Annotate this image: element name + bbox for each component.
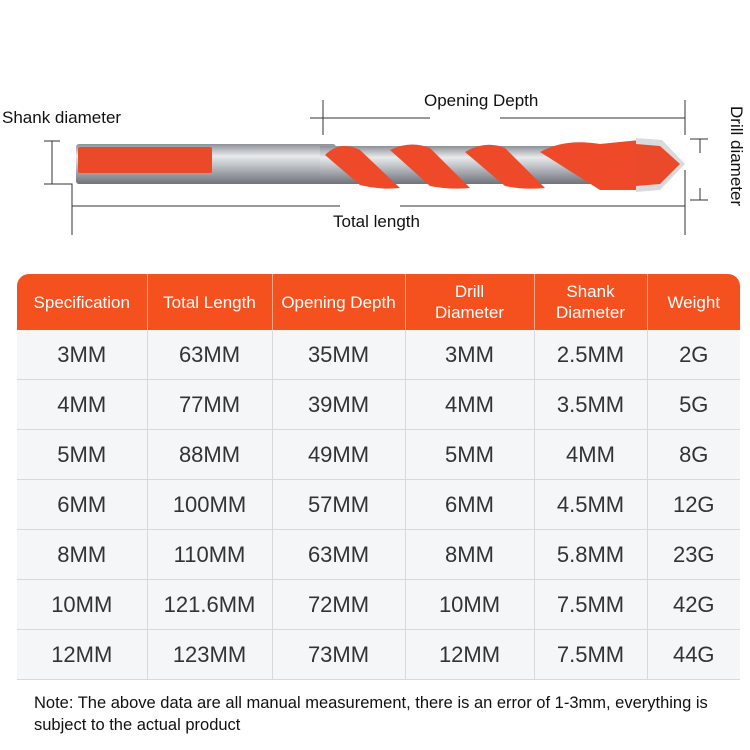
drill-bit-diagram [44,100,708,235]
cell-specification: 3MM [17,330,148,380]
cell-weight: 23G [647,529,740,580]
spec-table: Specification Total Length Opening Depth… [17,274,740,680]
cell-shank-diameter: 4MM [534,429,648,480]
measurement-note: Note: The above data are all manual meas… [34,694,708,734]
cell-opening-depth: 72MM [272,579,406,630]
table-row: 12MM 123MM 73MM 12MM 7.5MM 44G [17,629,740,680]
total-length-label: Total length [333,212,420,231]
cell-specification: 6MM [17,479,148,530]
table-header-row: Specification Total Length Opening Depth… [17,274,740,330]
cell-opening-depth: 57MM [272,479,406,530]
cell-drill-diameter: 6MM [405,479,535,530]
table-row: 6MM 100MM 57MM 6MM 4.5MM 12G [17,479,740,530]
table-row: 3MM 63MM 35MM 3MM 2.5MM 2G [17,330,740,380]
cell-specification: 5MM [17,429,148,480]
dimension-lines [44,100,708,235]
cell-weight: 2G [647,330,740,380]
cell-shank-diameter: 7.5MM [534,629,648,680]
table-row: 4MM 77MM 39MM 4MM 3.5MM 5G [17,379,740,430]
table-row: 8MM 110MM 63MM 8MM 5.8MM 23G [17,529,740,580]
cell-total-length: 63MM [147,330,273,380]
cell-total-length: 100MM [147,479,273,530]
cell-opening-depth: 49MM [272,429,406,480]
table-row: 10MM 121.6MM 72MM 10MM 7.5MM 42G [17,579,740,630]
cell-opening-depth: 73MM [272,629,406,680]
cell-specification: 10MM [17,579,148,630]
cell-opening-depth: 63MM [272,529,406,580]
cell-specification: 4MM [17,379,148,430]
cell-total-length: 123MM [147,629,273,680]
cell-drill-diameter: 10MM [405,579,535,630]
cell-weight: 5G [647,379,740,430]
cell-opening-depth: 35MM [272,330,406,380]
cell-drill-diameter: 8MM [405,529,535,580]
cell-drill-diameter: 5MM [405,429,535,480]
shank-paint [78,147,212,173]
shank-diameter-label: Shank diameter [2,108,122,127]
cell-specification: 8MM [17,529,148,580]
cell-shank-diameter: 2.5MM [534,330,648,380]
cell-weight: 44G [647,629,740,680]
header-total-length: Total Length [147,274,273,330]
cell-shank-diameter: 4.5MM [534,479,648,530]
header-shank-diameter: Shank Diameter [534,274,648,330]
cell-weight: 12G [647,479,740,530]
cell-weight: 42G [647,579,740,630]
cell-shank-diameter: 3.5MM [534,379,648,430]
header-specification: Specification [17,274,148,330]
opening-depth-label: Opening Depth [424,91,539,110]
cell-specification: 12MM [17,629,148,680]
cell-drill-diameter: 12MM [405,629,535,680]
drill-flutes [325,140,640,190]
cell-total-length: 88MM [147,429,273,480]
cell-shank-diameter: 5.8MM [534,529,648,580]
cell-opening-depth: 39MM [272,379,406,430]
header-drill-diameter: Drill Diameter [405,274,535,330]
cell-total-length: 110MM [147,529,273,580]
table-row: 5MM 88MM 49MM 5MM 4MM 8G [17,429,740,480]
header-opening-depth: Opening Depth [272,274,406,330]
cell-drill-diameter: 3MM [405,330,535,380]
cell-total-length: 77MM [147,379,273,430]
cell-weight: 8G [647,429,740,480]
header-weight: Weight [647,274,740,330]
cell-drill-diameter: 4MM [405,379,535,430]
cell-total-length: 121.6MM [147,579,273,630]
cell-shank-diameter: 7.5MM [534,579,648,630]
